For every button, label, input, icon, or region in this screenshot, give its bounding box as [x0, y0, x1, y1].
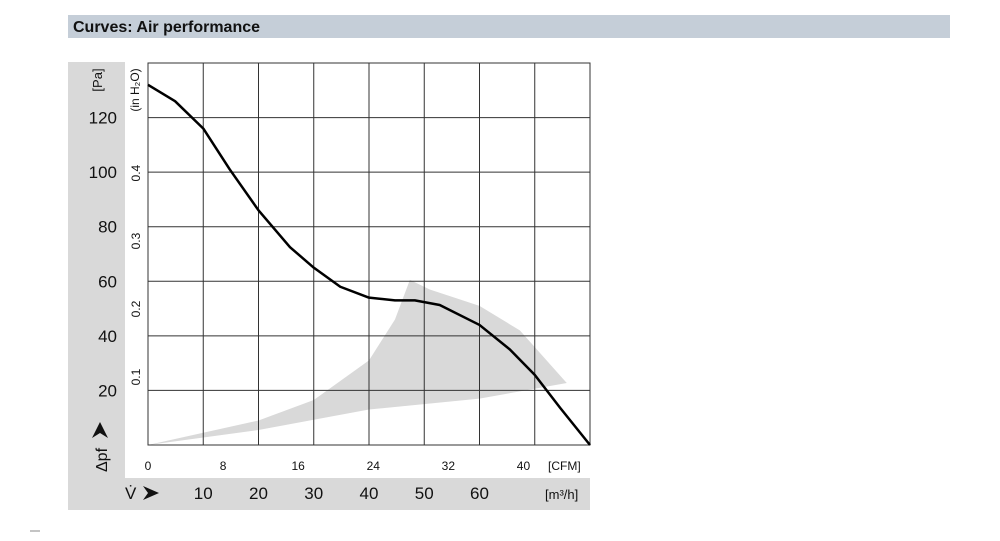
y-tick-label: 20	[98, 381, 117, 400]
x2-tick-label: 24	[367, 459, 381, 473]
x2-tick-label: 32	[442, 459, 456, 473]
x-label: [m³/h]	[545, 487, 578, 502]
y-symbol: Δpf	[94, 447, 111, 472]
y-tick-label: 100	[89, 163, 117, 182]
y-label: [Pa]	[90, 68, 105, 91]
y2-tick-label: 0.3	[129, 232, 143, 249]
plot-panel	[125, 62, 590, 478]
x-tick-label: 30	[304, 484, 323, 503]
x-tick-label: 40	[360, 484, 379, 503]
header-bar	[68, 15, 950, 38]
x-arrow	[143, 486, 159, 500]
x2-tick-label: 8	[220, 459, 227, 473]
x-symbol: V̇	[125, 484, 137, 503]
y2-tick-label: 0.4	[129, 164, 143, 181]
x-tick-label: 10	[194, 484, 213, 503]
x2-tick-label: 0	[145, 459, 152, 473]
x2-label: [CFM]	[548, 459, 581, 473]
curve	[147, 83, 591, 446]
x-tick-label: 20	[249, 484, 268, 503]
operating-range	[148, 279, 567, 445]
x-tick-label: 60	[470, 484, 489, 503]
header-title: Curves: Air performance	[73, 19, 260, 36]
x2-tick-label: 16	[292, 459, 306, 473]
y-tick-label: 80	[98, 218, 117, 237]
y-arrow	[92, 422, 108, 438]
y-tick-label: 40	[98, 327, 117, 346]
x-tick-label: 50	[415, 484, 434, 503]
y-tick-label: 60	[98, 272, 117, 291]
y2-tick-label: 0.1	[129, 368, 143, 385]
plot-frame	[147, 62, 591, 446]
x2-tick-label: 40	[517, 459, 531, 473]
y2-label: (in H₂O)	[128, 68, 142, 111]
y-tick-label: 120	[89, 109, 117, 128]
y2-tick-label: 0.2	[129, 300, 143, 317]
